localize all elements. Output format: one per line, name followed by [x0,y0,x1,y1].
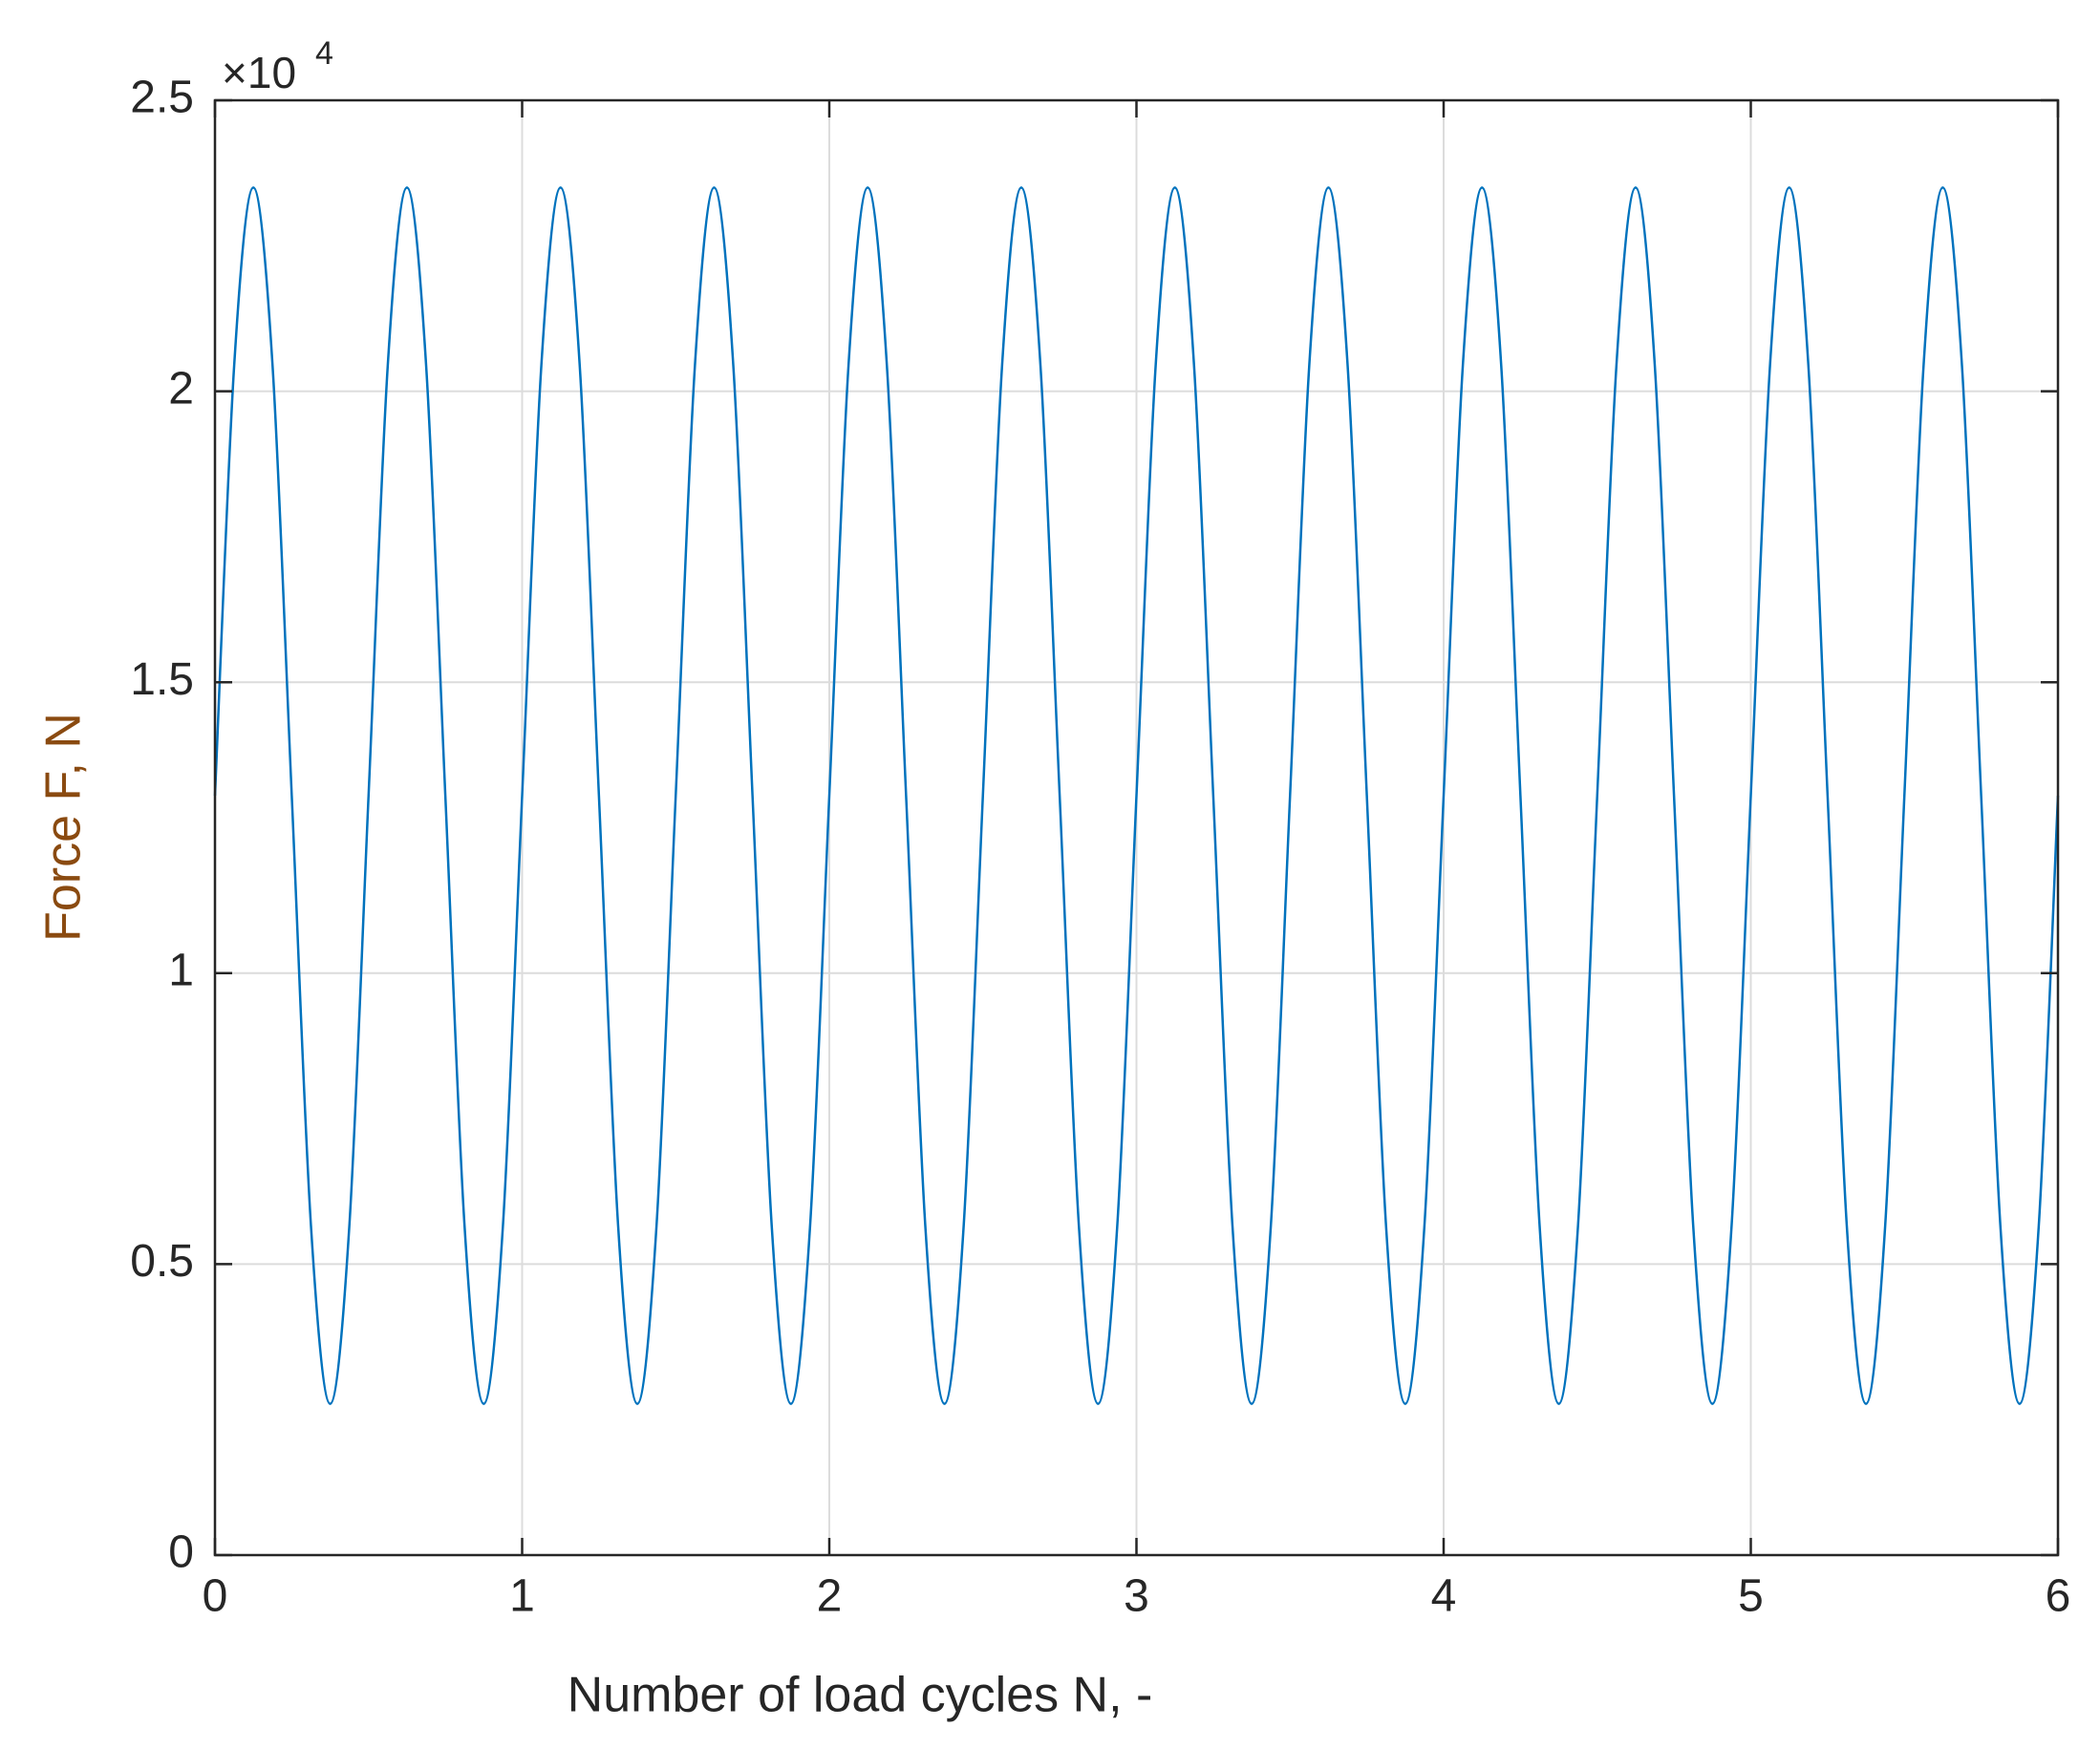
y-tick-label: 2 [168,363,194,414]
y-tick-label: 2.5 [130,73,194,123]
x-axis-label: Number of load cycles N, - [568,1668,1153,1723]
x-tick-label: 3 [1124,1571,1149,1622]
data-line [213,186,2060,1405]
x-tick-label: 2 [817,1571,843,1622]
y-multiplier: ×10 [222,48,296,97]
x-tick-label: 0 [203,1571,228,1622]
x-tick-label: 6 [2046,1571,2071,1622]
y-tick-label: 0 [168,1527,194,1578]
y-tick-label: 1.5 [130,654,194,705]
x-tick-label: 4 [1431,1571,1457,1622]
x-tick-label: 5 [1738,1571,1764,1622]
y-axis-label: Force F, N [36,713,92,942]
x-tick-label: 1 [509,1571,535,1622]
y-tick-label: 0.5 [130,1236,194,1287]
y-tick-label: 1 [168,945,194,995]
y-multiplier-exponent: 4 [315,35,333,72]
